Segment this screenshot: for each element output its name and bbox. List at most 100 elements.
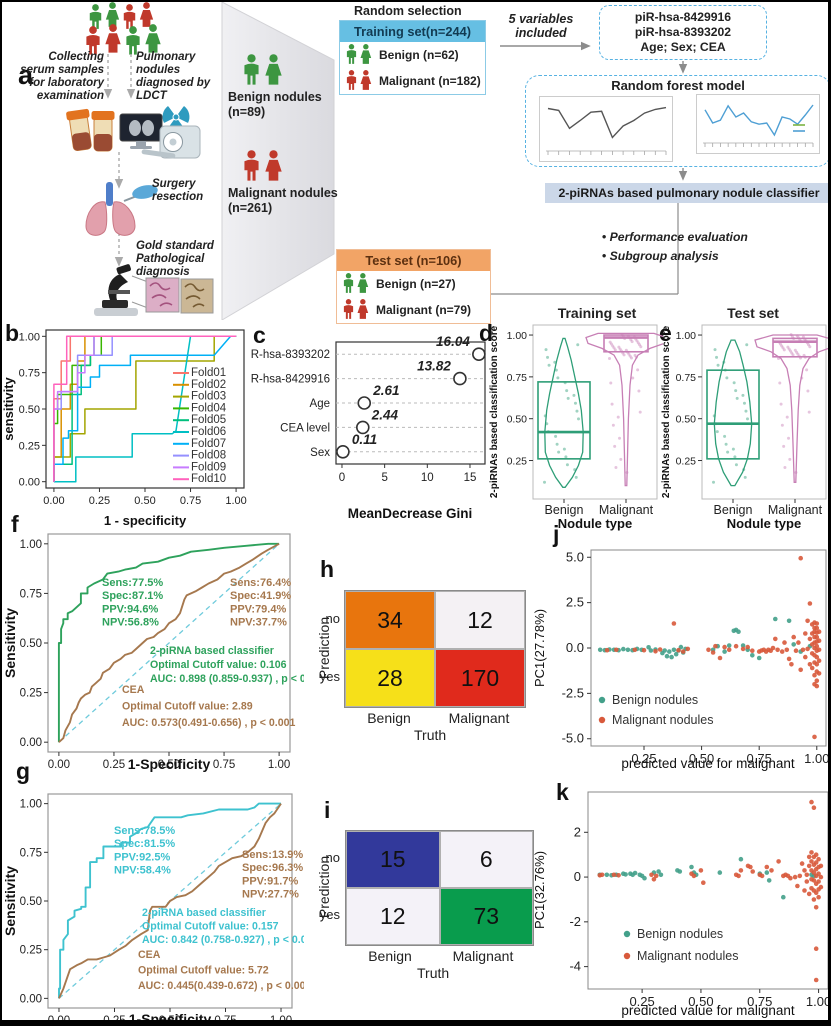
panel-label-b: b xyxy=(5,320,20,346)
x-axis-label: Nodule type xyxy=(558,516,632,531)
jitter-point xyxy=(778,342,782,346)
category-label: piR-hsa-8393202 xyxy=(250,349,330,361)
col-label-benign: Benign xyxy=(368,948,412,964)
svg-text:0.75: 0.75 xyxy=(214,1015,236,1026)
jitter-point xyxy=(790,335,794,339)
variable-3: Age; Sex; CEA xyxy=(640,40,726,54)
svg-text:-2.5: -2.5 xyxy=(562,685,584,700)
col-label-benign: Benign xyxy=(367,710,411,726)
serum-tubes-icon xyxy=(66,108,115,152)
panel-k-pca-scatter-chart: 0.25 0.50 0.75 1.00 2 0 -2 -4 Benign nodules Mali… xyxy=(532,791,828,1018)
jitter-point xyxy=(734,389,738,393)
jitter-point xyxy=(631,376,635,380)
cell-no-malignant: 6 xyxy=(439,831,533,888)
jitter-point xyxy=(629,338,633,342)
classifier-bar: 2-piRNAs based pulmonary nodule classifi… xyxy=(545,183,828,203)
plot-frame xyxy=(532,324,658,500)
jitter-point xyxy=(780,423,784,427)
svg-text:0.75: 0.75 xyxy=(20,588,42,600)
jitter-point xyxy=(553,360,557,364)
x-axis-label: Nodule type xyxy=(727,516,801,531)
cell-no-benign: 15 xyxy=(346,831,440,888)
jitter-point xyxy=(742,468,746,472)
x-axis: 0.00 0.25 0.50 0.75 1.00 xyxy=(48,1008,292,1026)
y-axis-label: sensitivity xyxy=(2,376,16,440)
svg-text:1.00: 1.00 xyxy=(225,495,246,507)
panel-label-c: c xyxy=(253,322,266,348)
svg-text:0.50: 0.50 xyxy=(19,404,40,416)
x-axis-label: 1-Specificity xyxy=(128,756,211,772)
jitter-point xyxy=(625,470,629,474)
jitter-point xyxy=(635,339,639,343)
svg-text:0.50: 0.50 xyxy=(676,414,697,426)
box-Malignant xyxy=(603,334,649,353)
category-label: Benign xyxy=(714,503,753,517)
jitter-point xyxy=(781,346,785,350)
jitter-point xyxy=(617,345,621,349)
bullet-subgroup: Subgroup analysis xyxy=(602,249,719,263)
rf-importance-mini-chart xyxy=(696,94,820,154)
jitter-point xyxy=(734,463,738,467)
jitter-point xyxy=(777,356,780,360)
training-set-box: Training set(n=244) Benign (n=62) Malign… xyxy=(339,20,486,95)
category-label: Benign xyxy=(545,503,584,517)
x-axis: 0.00 0.25 0.50 0.75 1.00 xyxy=(48,752,290,771)
svg-text:-4: -4 xyxy=(569,959,581,974)
x-axis-label: 1 - specificity xyxy=(104,513,187,528)
y-axis-label: PC1(32.76%) xyxy=(532,851,547,929)
jitter-point xyxy=(545,422,549,426)
jitter-point xyxy=(543,480,546,484)
jitter-point xyxy=(575,409,579,413)
x-axis-label: 1-Specificity xyxy=(129,1011,212,1026)
jitter-point xyxy=(556,376,560,380)
jitter-point xyxy=(746,417,750,421)
jitter-point xyxy=(724,442,728,446)
jitter-point xyxy=(780,344,784,348)
svg-text:5.0: 5.0 xyxy=(566,549,584,564)
jitter-point xyxy=(573,468,577,472)
jitter-point xyxy=(613,348,617,352)
annotation: Sens:13.9% Spec:96.3% PPV:91.7% NPV:27.7% xyxy=(242,849,303,901)
monitor-xray-icon xyxy=(119,113,163,149)
svg-text:Benign nodules: Benign nodules xyxy=(637,927,723,941)
jitter-point xyxy=(547,363,551,367)
roc-series-CEA xyxy=(58,803,282,999)
row-label-no: no xyxy=(325,611,340,626)
panel-label-k: k xyxy=(556,779,569,805)
jitter-point xyxy=(608,340,612,344)
study-workflow-graphic xyxy=(66,2,688,320)
svg-text:0.50: 0.50 xyxy=(20,638,42,650)
svg-text:Fold09: Fold09 xyxy=(191,461,226,473)
violin-Benign xyxy=(544,337,584,488)
svg-text:0.75: 0.75 xyxy=(20,847,42,859)
axis-label-truth: Truth xyxy=(414,727,447,743)
jitter-point xyxy=(577,417,581,421)
roc-series-Fold03 xyxy=(53,335,237,482)
training-benign-label: Benign (n=62) xyxy=(379,48,459,62)
histology-slide-icon xyxy=(131,275,214,314)
svg-text:1.00: 1.00 xyxy=(804,751,829,766)
jitter-point xyxy=(609,381,613,385)
scatter-series-Malignant nodules xyxy=(604,555,822,740)
category-label: CEA level xyxy=(280,422,330,434)
svg-text:0.25: 0.25 xyxy=(631,751,656,766)
y-axis-label: PC1(27.78%) xyxy=(532,609,547,687)
svg-text:0.25: 0.25 xyxy=(676,456,697,468)
jitter-point xyxy=(636,341,640,345)
jitter-point xyxy=(735,396,739,400)
jitter-point xyxy=(572,393,576,397)
svg-text:0.75: 0.75 xyxy=(180,495,201,507)
panel-label-h: h xyxy=(320,556,335,582)
step-gold-text: Gold standard Pathological diagnosis xyxy=(136,240,214,278)
svg-text:10: 10 xyxy=(421,472,434,484)
svg-text:1.00: 1.00 xyxy=(20,539,42,551)
svg-text:0.75: 0.75 xyxy=(213,759,235,771)
jitter-point xyxy=(614,465,618,469)
svg-text:0.50: 0.50 xyxy=(158,759,180,771)
training-benign-row: Benign (n=62) xyxy=(340,42,485,68)
confusion-grid: 15 6 12 73 xyxy=(345,830,534,946)
jitter-point xyxy=(608,356,611,360)
annotation: 2-piRNA based classifier Optimal Cutoff v… xyxy=(142,907,304,946)
step-collect-text: Collecting serum samples for laboratory … xyxy=(20,51,104,102)
svg-text:-5.0: -5.0 xyxy=(562,731,584,746)
